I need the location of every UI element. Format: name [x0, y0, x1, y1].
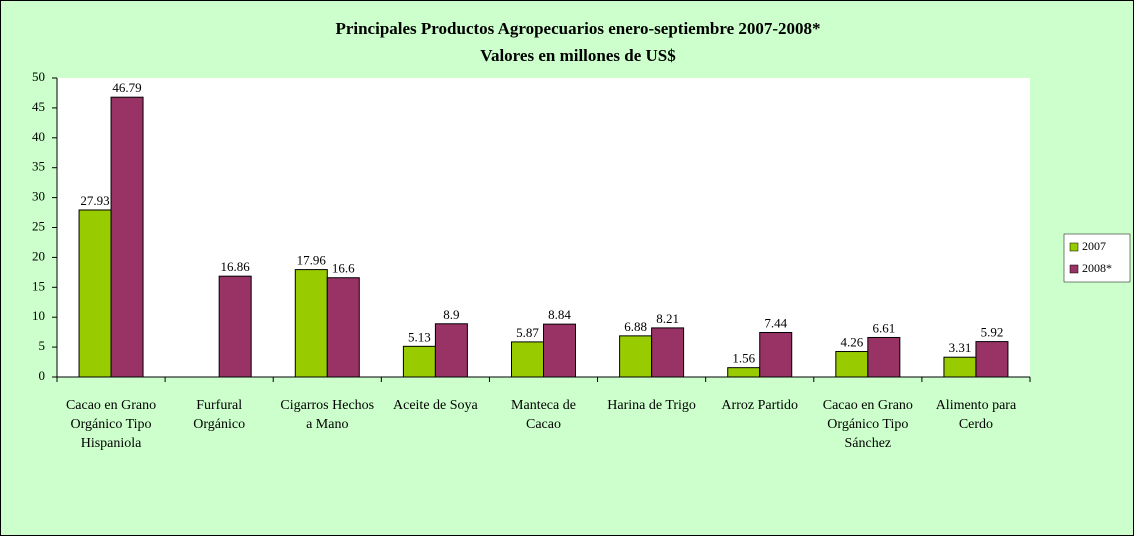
value-label: 5.13 — [408, 329, 431, 344]
y-tick-label: 25 — [32, 218, 45, 233]
x-tick-label: Cigarros Hechos a Mano — [280, 398, 375, 432]
value-label: 46.79 — [112, 80, 141, 95]
x-tick-label: Alimento para Cerdo — [935, 398, 1017, 432]
y-tick-label: 45 — [32, 99, 45, 114]
value-label: 6.88 — [624, 319, 647, 334]
value-label: 8.84 — [548, 307, 571, 322]
y-tick-label: 35 — [32, 159, 45, 174]
bar — [727, 367, 761, 378]
value-label: 8.9 — [443, 307, 459, 322]
bar — [294, 269, 328, 378]
value-label: 7.44 — [764, 315, 787, 330]
legend — [1063, 233, 1131, 283]
legend-swatch — [1069, 242, 1079, 252]
value-label: 4.26 — [840, 335, 863, 350]
bar — [867, 336, 901, 378]
chart-subtitle: Valores en millones de US$ — [480, 46, 676, 65]
bar — [619, 335, 653, 378]
legend-label: 2008* — [1082, 261, 1112, 275]
x-tick-label: Cacao en Grano Orgánico Tipo Sánchez — [822, 398, 913, 451]
x-tick-label: Cacao en Grano Orgánico Tipo Hispaniola — [65, 398, 157, 451]
value-label: 17.96 — [297, 253, 327, 268]
value-label: 8.21 — [656, 311, 679, 326]
value-label: 6.61 — [872, 320, 895, 335]
bar — [543, 323, 576, 378]
legend-label: 2007 — [1082, 239, 1106, 253]
bar — [78, 209, 112, 378]
bar — [402, 345, 436, 378]
value-label: 16.86 — [221, 259, 251, 274]
bar — [218, 275, 252, 378]
bar — [943, 356, 977, 378]
bar — [975, 341, 1009, 378]
bar — [651, 327, 685, 378]
legend-swatch — [1069, 264, 1079, 274]
value-label: 16.6 — [332, 261, 355, 276]
x-tick-label: Furfural Orgánico — [193, 398, 246, 432]
bar — [835, 351, 869, 378]
x-tick-label: Manteca de Cacao — [511, 398, 576, 432]
x-tick-label: Harina de Trigo — [607, 398, 696, 413]
y-tick-label: 20 — [32, 248, 45, 263]
bar — [110, 96, 144, 378]
bar — [759, 332, 793, 378]
y-tick-label: 15 — [32, 278, 45, 293]
value-label: 1.56 — [732, 351, 755, 366]
value-label: 27.93 — [80, 193, 109, 208]
value-label: 3.31 — [949, 340, 972, 355]
y-tick-label: 0 — [39, 368, 46, 383]
y-tick-label: 10 — [32, 308, 45, 323]
chart-title: Principales Productos Agropecuarios ener… — [335, 19, 820, 38]
x-tick-label: Aceite de Soya — [393, 398, 478, 413]
bar — [511, 341, 544, 378]
y-tick-label: 40 — [32, 129, 45, 144]
y-tick-label: 50 — [32, 69, 45, 84]
value-label: 5.87 — [516, 325, 539, 340]
y-tick-label: 30 — [32, 189, 45, 204]
x-tick-label: Arroz Partido — [721, 398, 799, 413]
y-tick-label: 5 — [39, 338, 46, 353]
bar — [434, 323, 468, 378]
bar — [326, 277, 360, 378]
value-label: 5.92 — [981, 325, 1004, 340]
